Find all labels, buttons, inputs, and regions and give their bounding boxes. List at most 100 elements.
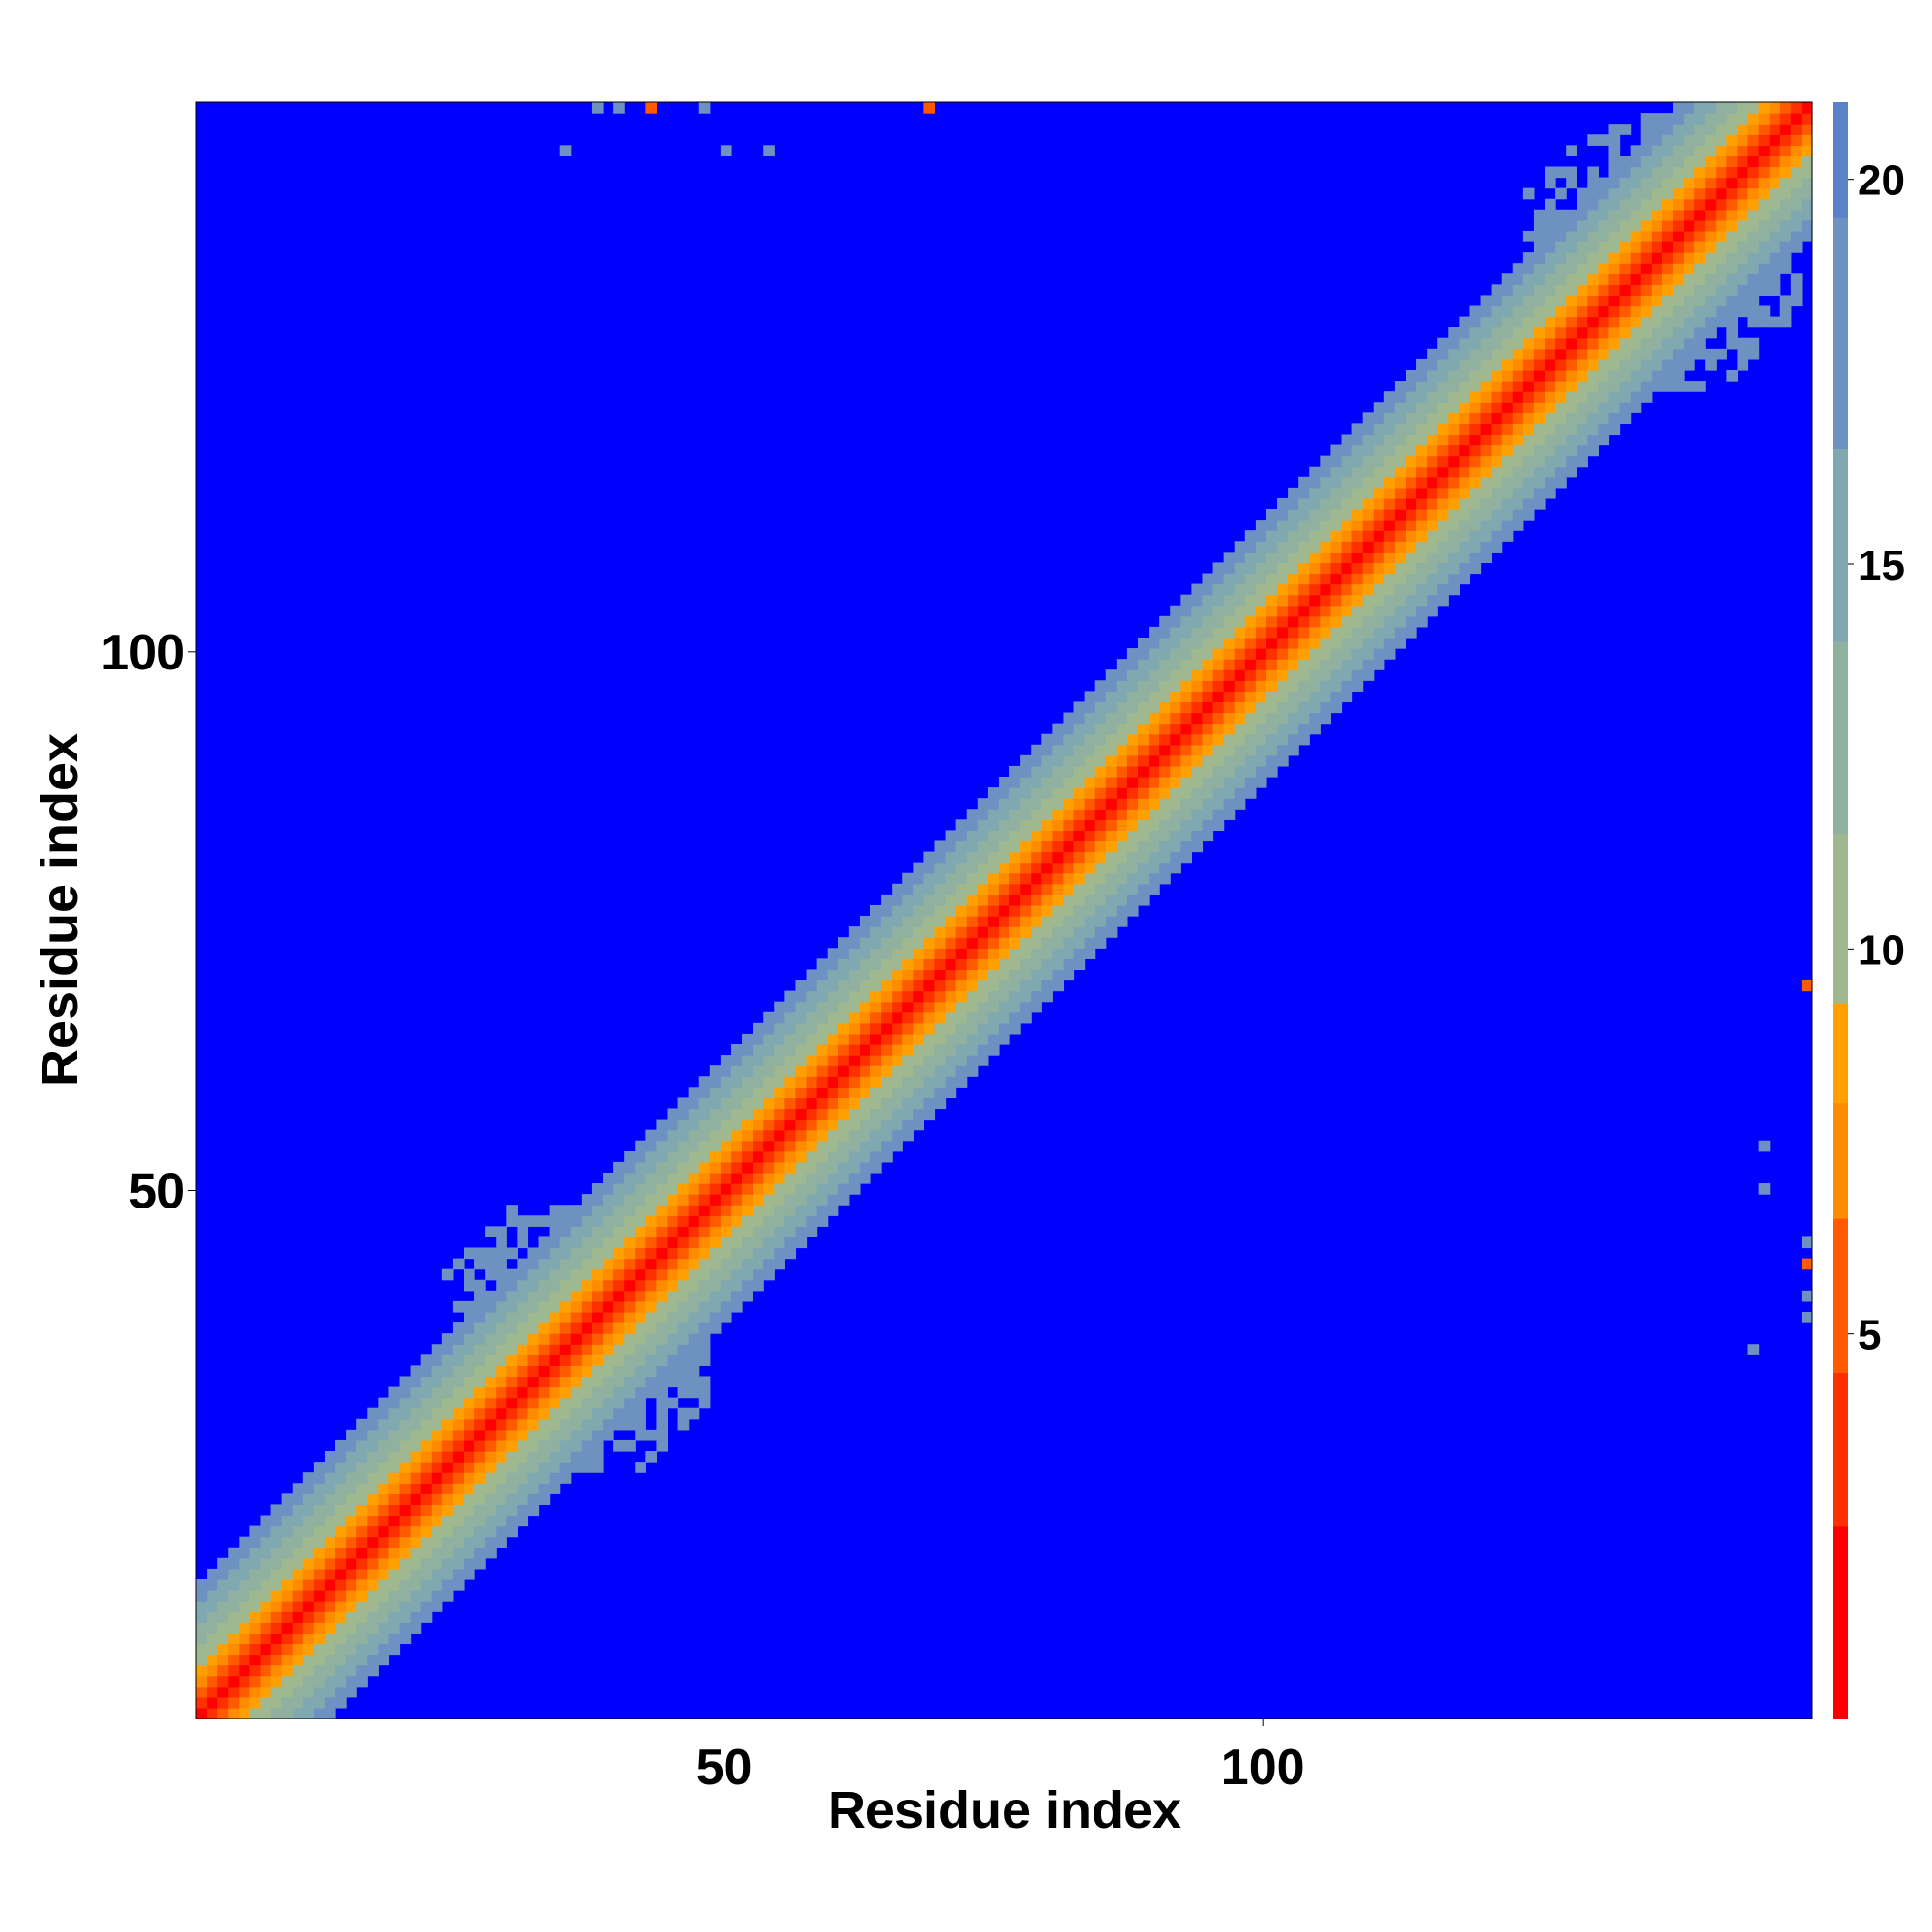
heatmap-cell: [677, 1226, 690, 1238]
heatmap-cell: [463, 1547, 475, 1559]
heatmap-cell: [270, 1547, 283, 1559]
heatmap-cell: [1662, 263, 1674, 274]
heatmap-cell: [677, 1161, 690, 1174]
x-axis-ticks: 50 100: [696, 1719, 1305, 1796]
heatmap-cell: [1672, 134, 1685, 146]
heatmap-cell: [281, 1611, 294, 1623]
heatmap-cell: [1533, 466, 1546, 478]
heatmap-cell: [356, 1590, 368, 1602]
heatmap-cell: [1480, 423, 1492, 436]
heatmap-cell: [474, 1483, 486, 1494]
heatmap-cell: [335, 1696, 347, 1709]
heatmap-cell: [217, 1633, 229, 1645]
heatmap-cell: [806, 1022, 818, 1035]
heatmap-cell: [1469, 466, 1482, 478]
heatmap-cell: [378, 1397, 390, 1409]
heatmap-cell: [688, 1365, 700, 1378]
heatmap-cell: [720, 1076, 732, 1088]
heatmap-cell: [1630, 295, 1642, 307]
heatmap-cell: [966, 894, 979, 906]
heatmap-cell: [496, 1429, 507, 1441]
heatmap-cell: [1694, 177, 1706, 189]
heatmap-cell: [431, 1504, 443, 1517]
heatmap-cell: [1265, 573, 1278, 585]
heatmap-cell: [1672, 369, 1685, 382]
heatmap-cell: [591, 1194, 604, 1206]
heatmap-cell: [688, 1322, 700, 1334]
heatmap-cell: [1159, 840, 1171, 853]
heatmap-cell: [688, 1194, 700, 1206]
heatmap-cell: [1170, 851, 1181, 864]
heatmap-cell: [1566, 295, 1577, 307]
heatmap-cell: [1180, 648, 1192, 660]
heatmap-cell: [1533, 327, 1546, 339]
heatmap-cell: [1309, 487, 1321, 499]
heatmap-cell: [1009, 1022, 1021, 1035]
heatmap-cell: [1651, 187, 1663, 200]
heatmap-cell: [1126, 733, 1139, 746]
heatmap-cell: [613, 1397, 625, 1409]
heatmap-cell: [1009, 980, 1021, 992]
heatmap-cell: [1063, 926, 1075, 938]
heatmap-cell: [1063, 765, 1075, 778]
heatmap-cell: [859, 969, 871, 981]
heatmap-cell: [1212, 777, 1225, 788]
heatmap-cell: [270, 1686, 283, 1698]
heatmap-cell: [1598, 230, 1610, 242]
heatmap-cell: [452, 1525, 465, 1538]
heatmap-cell: [1020, 809, 1032, 820]
y-tick-label: 50: [128, 1163, 185, 1219]
heatmap-cell: [1041, 733, 1053, 746]
heatmap-cell: [1170, 840, 1181, 853]
heatmap-cell: [1694, 337, 1706, 350]
heatmap-cell: [1480, 497, 1492, 510]
heatmap-cell: [1234, 680, 1246, 692]
heatmap-cell: [688, 1376, 700, 1388]
heatmap-cell: [367, 1568, 379, 1580]
heatmap-cell: [987, 787, 1000, 799]
heatmap-cell: [1469, 509, 1482, 521]
heatmap-cell: [955, 1011, 968, 1024]
heatmap-cell: [538, 1247, 551, 1260]
heatmap-cell: [1779, 242, 1792, 253]
heatmap-cell: [774, 1097, 785, 1110]
heatmap-cell: [1630, 263, 1642, 274]
heatmap-cell: [1619, 284, 1632, 297]
heatmap-cell: [624, 1290, 636, 1302]
heatmap-cell: [742, 1290, 753, 1302]
heatmap-cell: [1598, 391, 1610, 403]
heatmap-cell: [1063, 904, 1075, 917]
heatmap-cell: [892, 958, 903, 971]
heatmap-cell: [378, 1418, 390, 1431]
heatmap-cell: [1619, 305, 1632, 318]
heatmap-cell: [1598, 327, 1610, 339]
heatmap-cell: [1522, 381, 1535, 392]
heatmap-cell: [292, 1675, 304, 1688]
heatmap-cell: [1170, 733, 1181, 746]
heatmap-cell: [1684, 187, 1695, 200]
heatmap-cell: [527, 1247, 540, 1260]
heatmap-cell: [1684, 381, 1695, 392]
heatmap-cell: [410, 1397, 422, 1409]
heatmap-cell: [1031, 904, 1042, 917]
heatmap-cell: [1116, 904, 1128, 917]
heatmap-cell: [827, 1001, 839, 1013]
heatmap-cell: [367, 1643, 379, 1656]
heatmap-cell: [753, 1129, 764, 1142]
heatmap-cell: [1052, 969, 1065, 981]
heatmap-cell: [1737, 242, 1749, 253]
heatmap-cell: [613, 1290, 625, 1302]
heatmap-cell: [260, 1515, 272, 1527]
heatmap-cell: [635, 1462, 646, 1473]
heatmap-cell: [538, 1322, 551, 1334]
heatmap-cell: [1416, 402, 1428, 413]
heatmap-cell: [1020, 948, 1032, 959]
heatmap-cell: [281, 1547, 294, 1559]
heatmap-cell: [1383, 573, 1396, 585]
heatmap-cell: [603, 1429, 614, 1441]
heatmap-cell: [859, 1043, 871, 1056]
heatmap-cell: [1191, 669, 1204, 681]
heatmap-cell: [1501, 284, 1514, 297]
colorbar-tick-label: 15: [1858, 542, 1905, 589]
heatmap-cell: [549, 1429, 561, 1441]
